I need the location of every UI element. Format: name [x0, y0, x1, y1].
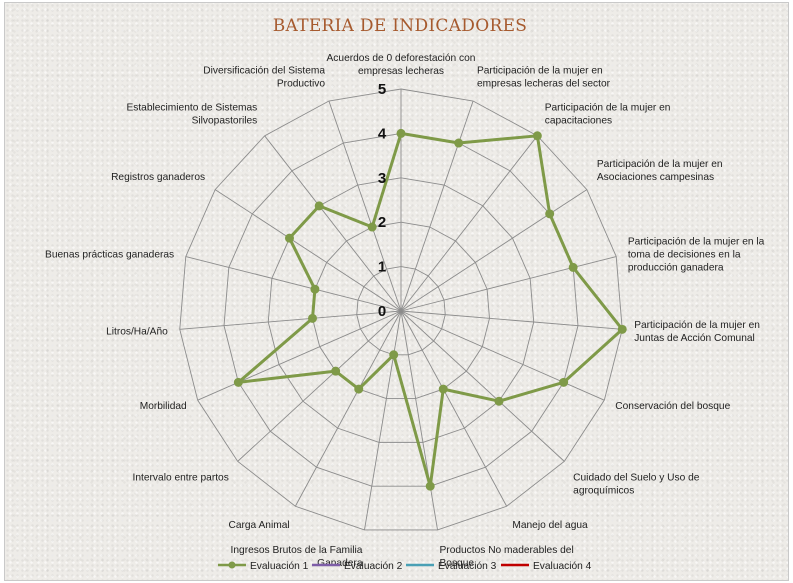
data-point-1-0 — [396, 128, 406, 138]
spoke-3 — [400, 189, 588, 312]
spoke-7 — [400, 310, 565, 462]
axis-label-4: Participación de la mujer en la toma de d… — [628, 237, 765, 274]
data-point-1-5 — [617, 324, 627, 334]
axis-label-0: Acuerdos de 0 deforestación con empresas … — [327, 53, 476, 77]
axis-label-8: Manejo del agua — [512, 520, 588, 531]
data-point-1-6 — [559, 377, 569, 387]
axis-label-11: Carga Animal — [228, 520, 289, 531]
chart-title: BATERIA DE INDICADORES — [273, 16, 527, 36]
spoke-11 — [294, 310, 402, 507]
tick-label-2: 2 — [378, 214, 386, 231]
axis-label-3: Participación de la mujer en Asociaciones… — [597, 159, 723, 183]
legend-label-3: Evaluación 3 — [438, 561, 497, 572]
axis-label-18: Diversificación del Sistema Productivo — [203, 66, 325, 90]
spoke-16 — [214, 189, 402, 312]
axis-label-9: Productos No maderables del Bosque — [440, 545, 574, 569]
axis-label-10: Ingresos Brutos de la Familia Ganadera — [231, 545, 363, 569]
axis-label-5: Participación de la mujer en Juntas de Ac… — [634, 320, 760, 344]
data-point-1-10 — [389, 350, 399, 360]
axis-label-1: Participación de la mujer en empresas lec… — [477, 66, 611, 90]
data-point-1-3 — [545, 209, 555, 219]
radial-ticks: 0 1 2 3 4 5 — [378, 81, 387, 320]
legend-label-1: Evaluación 1 — [250, 561, 309, 572]
legend-marker-1 — [228, 561, 236, 569]
data-point-1-12 — [331, 366, 341, 376]
axis-label-2: Participación de la mujer en capacitacion… — [545, 102, 671, 126]
spoke-12 — [237, 310, 402, 462]
tick-label-4: 4 — [378, 125, 387, 142]
data-point-1-16 — [284, 233, 294, 243]
data-point-1-14 — [308, 313, 318, 323]
radar-series — [233, 128, 627, 491]
data-point-1-2 — [532, 131, 542, 141]
spoke-6 — [400, 310, 605, 401]
data-point-1-11 — [354, 384, 364, 394]
grid-ring-1 — [356, 266, 446, 356]
radar-grid — [179, 88, 623, 531]
radar-spokes — [179, 89, 623, 531]
tick-label-3: 3 — [378, 170, 386, 187]
axis-label-13: Morbilidad — [140, 401, 187, 412]
spoke-15 — [185, 256, 402, 312]
spoke-9 — [400, 310, 438, 531]
spoke-4 — [400, 256, 617, 312]
tick-label-5: 5 — [378, 81, 386, 98]
data-point-1-7 — [494, 396, 504, 406]
axis-label-15: Buenas prácticas ganaderas — [45, 250, 174, 261]
grid-ring-2 — [312, 221, 490, 400]
spoke-17 — [264, 135, 402, 312]
chart-area — [4, 2, 789, 581]
legend: Evaluación 1 Evaluación 2 Evaluación 3 Eval… — [218, 561, 592, 572]
data-point-1-13 — [233, 377, 243, 387]
data-point-1-4 — [568, 262, 578, 272]
axis-label-16: Registros ganaderos — [111, 172, 205, 183]
tick-label-0: 0 — [378, 303, 386, 320]
tick-label-1: 1 — [378, 259, 386, 276]
spoke-2 — [400, 135, 538, 312]
spoke-10 — [364, 310, 402, 531]
spoke-1 — [400, 100, 474, 312]
grid-ring-5 — [179, 88, 623, 531]
data-point-1-1 — [454, 138, 464, 148]
data-point-1-8 — [438, 384, 448, 394]
spoke-18 — [328, 100, 402, 312]
spoke-13 — [197, 310, 402, 401]
spoke-14 — [179, 310, 402, 330]
spoke-8 — [400, 310, 508, 507]
axis-label-7: Cuidado del Suelo y Uso de agroquímicos — [573, 472, 700, 496]
data-point-1-15 — [310, 284, 320, 294]
series-line-1 — [236, 131, 624, 488]
data-point-1-9 — [425, 481, 435, 491]
axis-label-17: Establecimiento de Sistemas Silvopastoril… — [126, 102, 257, 126]
legend-label-4: Evaluación 4 — [533, 561, 592, 572]
axis-label-12: Intervalo entre partos — [133, 472, 229, 483]
axis-label-14: Litros/Ha/Año — [106, 326, 168, 337]
data-point-1-17 — [314, 201, 324, 211]
grid-ring-3 — [267, 177, 535, 443]
axis-labels: Acuerdos de 0 deforestación con empresas … — [45, 53, 765, 569]
data-point-1-18 — [367, 222, 377, 232]
spoke-5 — [400, 310, 623, 330]
legend-label-2: Evaluación 2 — [344, 561, 403, 572]
axis-label-6: Conservación del bosque — [615, 401, 730, 412]
